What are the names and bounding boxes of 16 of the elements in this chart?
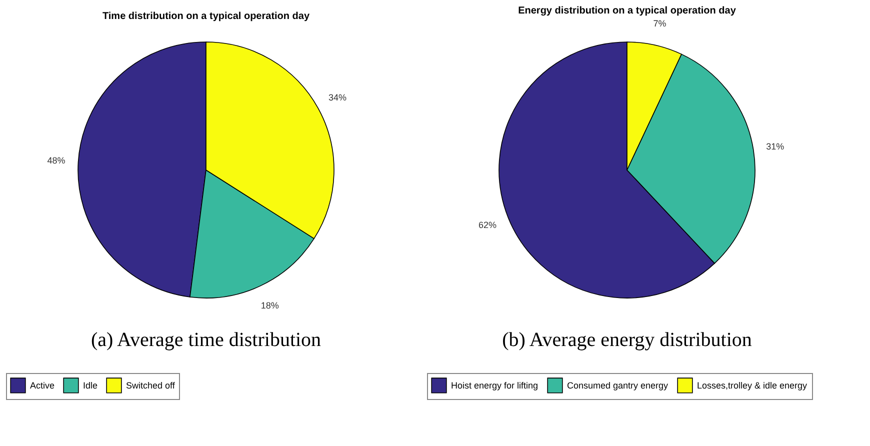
data-label: 7% xyxy=(653,18,666,29)
chart-title: Time distribution on a typical operation day xyxy=(102,11,310,22)
legend-label: Idle xyxy=(83,380,98,390)
data-label: 18% xyxy=(260,300,279,311)
data-label: 48% xyxy=(47,156,66,166)
legend-label: Switched off xyxy=(126,380,176,390)
legend-label: Active xyxy=(30,380,55,390)
legend-label: Hoist energy for lifting xyxy=(451,380,538,390)
text: (b) Average energy distribution xyxy=(502,329,752,351)
data-label: 62% xyxy=(478,220,497,230)
data-label: 34% xyxy=(328,92,346,103)
legend-label: Losses,trolley & idle energy xyxy=(697,380,808,390)
text: (a) Average time distribution xyxy=(90,329,322,351)
data-label: 31% xyxy=(766,142,784,152)
legend-label: Consumed gantry energy xyxy=(567,380,669,390)
chart-title: Energy distribution on a typical operation day xyxy=(518,6,736,17)
